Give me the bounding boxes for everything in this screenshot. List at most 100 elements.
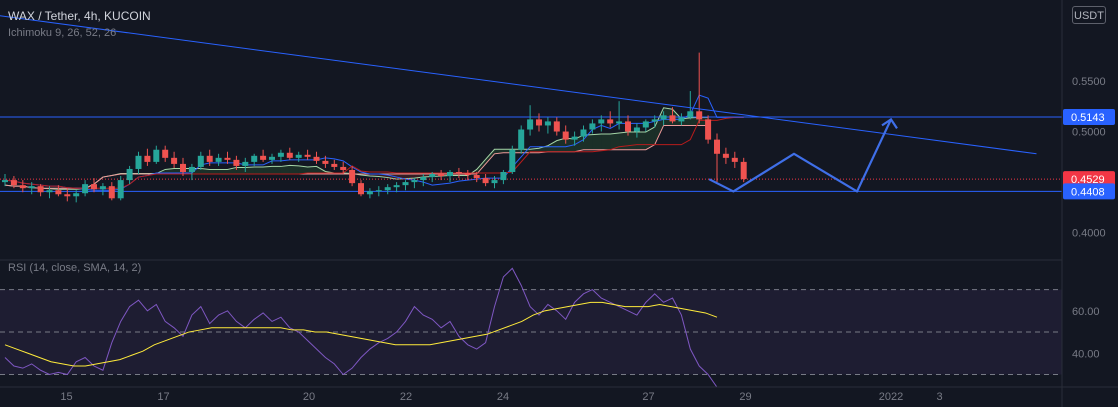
candle[interactable] xyxy=(589,119,596,134)
candle[interactable] xyxy=(37,184,44,197)
candle[interactable] xyxy=(242,157,249,172)
candle[interactable] xyxy=(616,101,623,130)
candle[interactable] xyxy=(162,145,169,162)
trend-line[interactable] xyxy=(0,2,1037,155)
currency-button[interactable]: USDT xyxy=(1072,6,1106,24)
candle[interactable] xyxy=(553,117,560,136)
candle[interactable] xyxy=(562,125,569,144)
candle[interactable] xyxy=(153,145,160,164)
candle[interactable] xyxy=(64,188,71,202)
rsi-legend[interactable]: RSI (14, close, SMA, 14, 2) xyxy=(8,262,142,274)
candle[interactable] xyxy=(313,151,320,164)
candle-body xyxy=(358,183,364,195)
candle[interactable] xyxy=(642,119,649,132)
candle[interactable] xyxy=(509,145,516,175)
candle[interactable] xyxy=(411,178,418,189)
candle[interactable] xyxy=(447,169,453,183)
candle[interactable] xyxy=(144,148,151,166)
candle[interactable] xyxy=(82,180,89,197)
candle[interactable] xyxy=(260,149,267,162)
candle[interactable] xyxy=(295,151,302,162)
candle[interactable] xyxy=(660,111,667,126)
candle[interactable] xyxy=(544,117,551,134)
candle[interactable] xyxy=(482,174,489,187)
candle-body xyxy=(37,186,44,193)
candle[interactable] xyxy=(19,180,26,193)
candle[interactable] xyxy=(366,188,373,199)
candle[interactable] xyxy=(224,151,231,164)
candle[interactable] xyxy=(491,176,498,189)
candle[interactable] xyxy=(108,182,115,201)
candle[interactable] xyxy=(518,125,525,154)
candle[interactable] xyxy=(740,157,747,183)
candle[interactable] xyxy=(571,131,578,146)
candle[interactable] xyxy=(206,149,213,166)
drawings[interactable] xyxy=(0,2,1037,193)
candle[interactable] xyxy=(669,107,676,124)
candle[interactable] xyxy=(464,169,471,181)
candle-body xyxy=(233,159,240,166)
candle[interactable] xyxy=(722,147,729,164)
candle[interactable] xyxy=(607,111,614,128)
candle[interactable] xyxy=(705,115,712,144)
candle[interactable] xyxy=(455,167,462,179)
candle[interactable] xyxy=(500,169,507,185)
candle[interactable] xyxy=(651,115,658,128)
candle[interactable] xyxy=(10,176,17,189)
candle[interactable] xyxy=(322,155,329,168)
rsi-panel[interactable] xyxy=(0,267,1062,388)
candle-body xyxy=(206,155,213,162)
candle-series[interactable] xyxy=(2,52,747,203)
candle[interactable] xyxy=(331,159,338,170)
candle[interactable] xyxy=(375,186,382,197)
ichimoku-lines xyxy=(4,94,744,191)
candle[interactable] xyxy=(473,172,480,183)
candle[interactable] xyxy=(269,153,275,164)
candle[interactable] xyxy=(349,165,356,187)
candle[interactable] xyxy=(598,115,605,132)
candle[interactable] xyxy=(536,113,542,132)
candle[interactable] xyxy=(625,115,631,136)
candle[interactable] xyxy=(2,174,8,187)
candle[interactable] xyxy=(46,186,53,199)
candle[interactable] xyxy=(251,153,258,166)
candle[interactable] xyxy=(188,163,195,181)
candle[interactable] xyxy=(358,180,364,197)
candle[interactable] xyxy=(73,190,80,203)
candle[interactable] xyxy=(286,147,293,160)
candle[interactable] xyxy=(215,153,222,166)
candle[interactable] xyxy=(438,169,445,181)
candle[interactable] xyxy=(678,113,685,126)
indicator-legend[interactable]: Ichimoku 9, 26, 52, 26 xyxy=(8,27,117,39)
candle[interactable] xyxy=(55,185,62,197)
candle[interactable] xyxy=(126,165,133,185)
candle[interactable] xyxy=(429,172,436,183)
candle[interactable] xyxy=(135,151,142,175)
candle[interactable] xyxy=(420,174,427,187)
candle-body xyxy=(642,121,649,128)
candle[interactable] xyxy=(91,178,97,193)
candle[interactable] xyxy=(304,149,311,160)
candle[interactable] xyxy=(340,161,347,175)
candle[interactable] xyxy=(696,52,703,124)
candle[interactable] xyxy=(687,91,694,120)
candle[interactable] xyxy=(384,184,391,195)
candle[interactable] xyxy=(393,182,400,193)
candle[interactable] xyxy=(277,149,284,162)
candle[interactable] xyxy=(731,151,738,168)
candle[interactable] xyxy=(402,180,409,191)
candle[interactable] xyxy=(28,182,35,195)
projection-path[interactable] xyxy=(708,118,892,193)
candle[interactable] xyxy=(117,176,124,201)
candle[interactable] xyxy=(233,155,240,170)
candle[interactable] xyxy=(527,105,534,136)
candle[interactable] xyxy=(633,123,640,138)
candle[interactable] xyxy=(99,183,106,196)
candle[interactable] xyxy=(580,125,587,142)
candle[interactable] xyxy=(714,133,720,183)
candle-body xyxy=(375,190,382,192)
candle[interactable] xyxy=(197,151,204,170)
candle[interactable] xyxy=(180,157,186,177)
candle[interactable] xyxy=(171,151,178,168)
